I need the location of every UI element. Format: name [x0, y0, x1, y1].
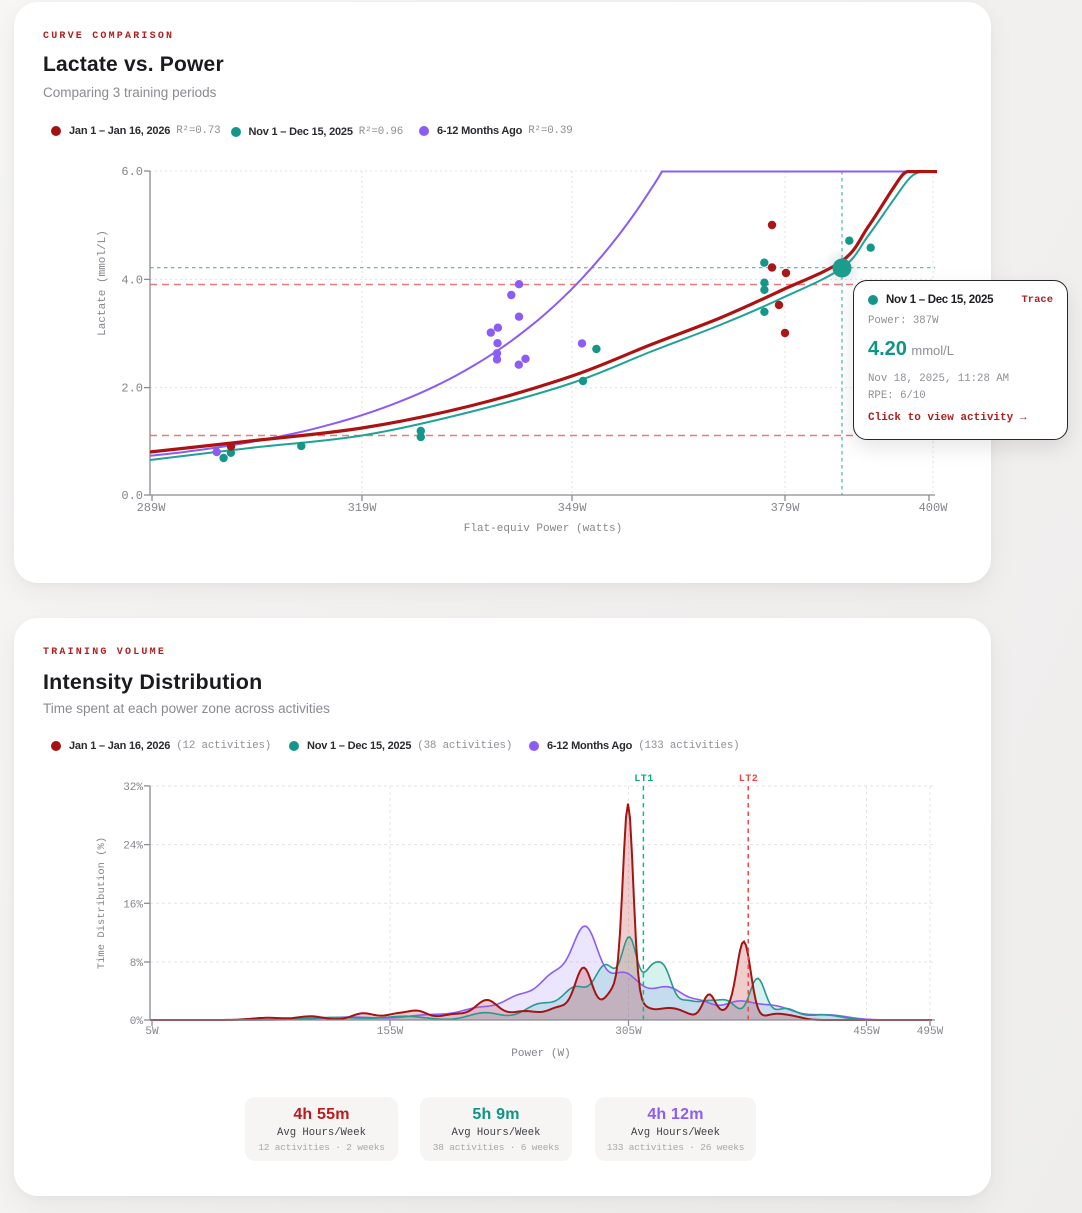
- svg-text:2.0: 2.0: [121, 382, 143, 396]
- svg-text:Flat-equiv Power (watts): Flat-equiv Power (watts): [464, 523, 622, 535]
- svg-text:495W: 495W: [917, 1026, 944, 1038]
- svg-text:24%: 24%: [123, 841, 143, 853]
- svg-text:349W: 349W: [558, 501, 588, 515]
- svg-text:0.0: 0.0: [121, 489, 143, 503]
- svg-text:16%: 16%: [123, 899, 143, 911]
- svg-text:32%: 32%: [123, 782, 143, 794]
- svg-text:319W: 319W: [348, 501, 378, 515]
- svg-text:400W: 400W: [919, 501, 949, 515]
- svg-text:455W: 455W: [853, 1026, 880, 1038]
- svg-text:5W: 5W: [145, 1026, 159, 1038]
- svg-text:305W: 305W: [615, 1026, 642, 1038]
- svg-text:Lactate (mmol/L): Lactate (mmol/L): [97, 230, 109, 336]
- svg-text:Power (W): Power (W): [511, 1048, 570, 1060]
- svg-text:289W: 289W: [137, 501, 167, 515]
- svg-text:LT2: LT2: [739, 774, 759, 785]
- svg-text:379W: 379W: [771, 501, 801, 515]
- svg-text:LT1: LT1: [634, 774, 654, 785]
- svg-text:4.0: 4.0: [121, 273, 143, 287]
- svg-text:Time Distribution (%): Time Distribution (%): [96, 837, 108, 969]
- svg-text:155W: 155W: [377, 1026, 404, 1038]
- svg-text:0%: 0%: [130, 1016, 144, 1028]
- svg-text:8%: 8%: [130, 958, 144, 970]
- svg-text:6.0: 6.0: [121, 165, 143, 179]
